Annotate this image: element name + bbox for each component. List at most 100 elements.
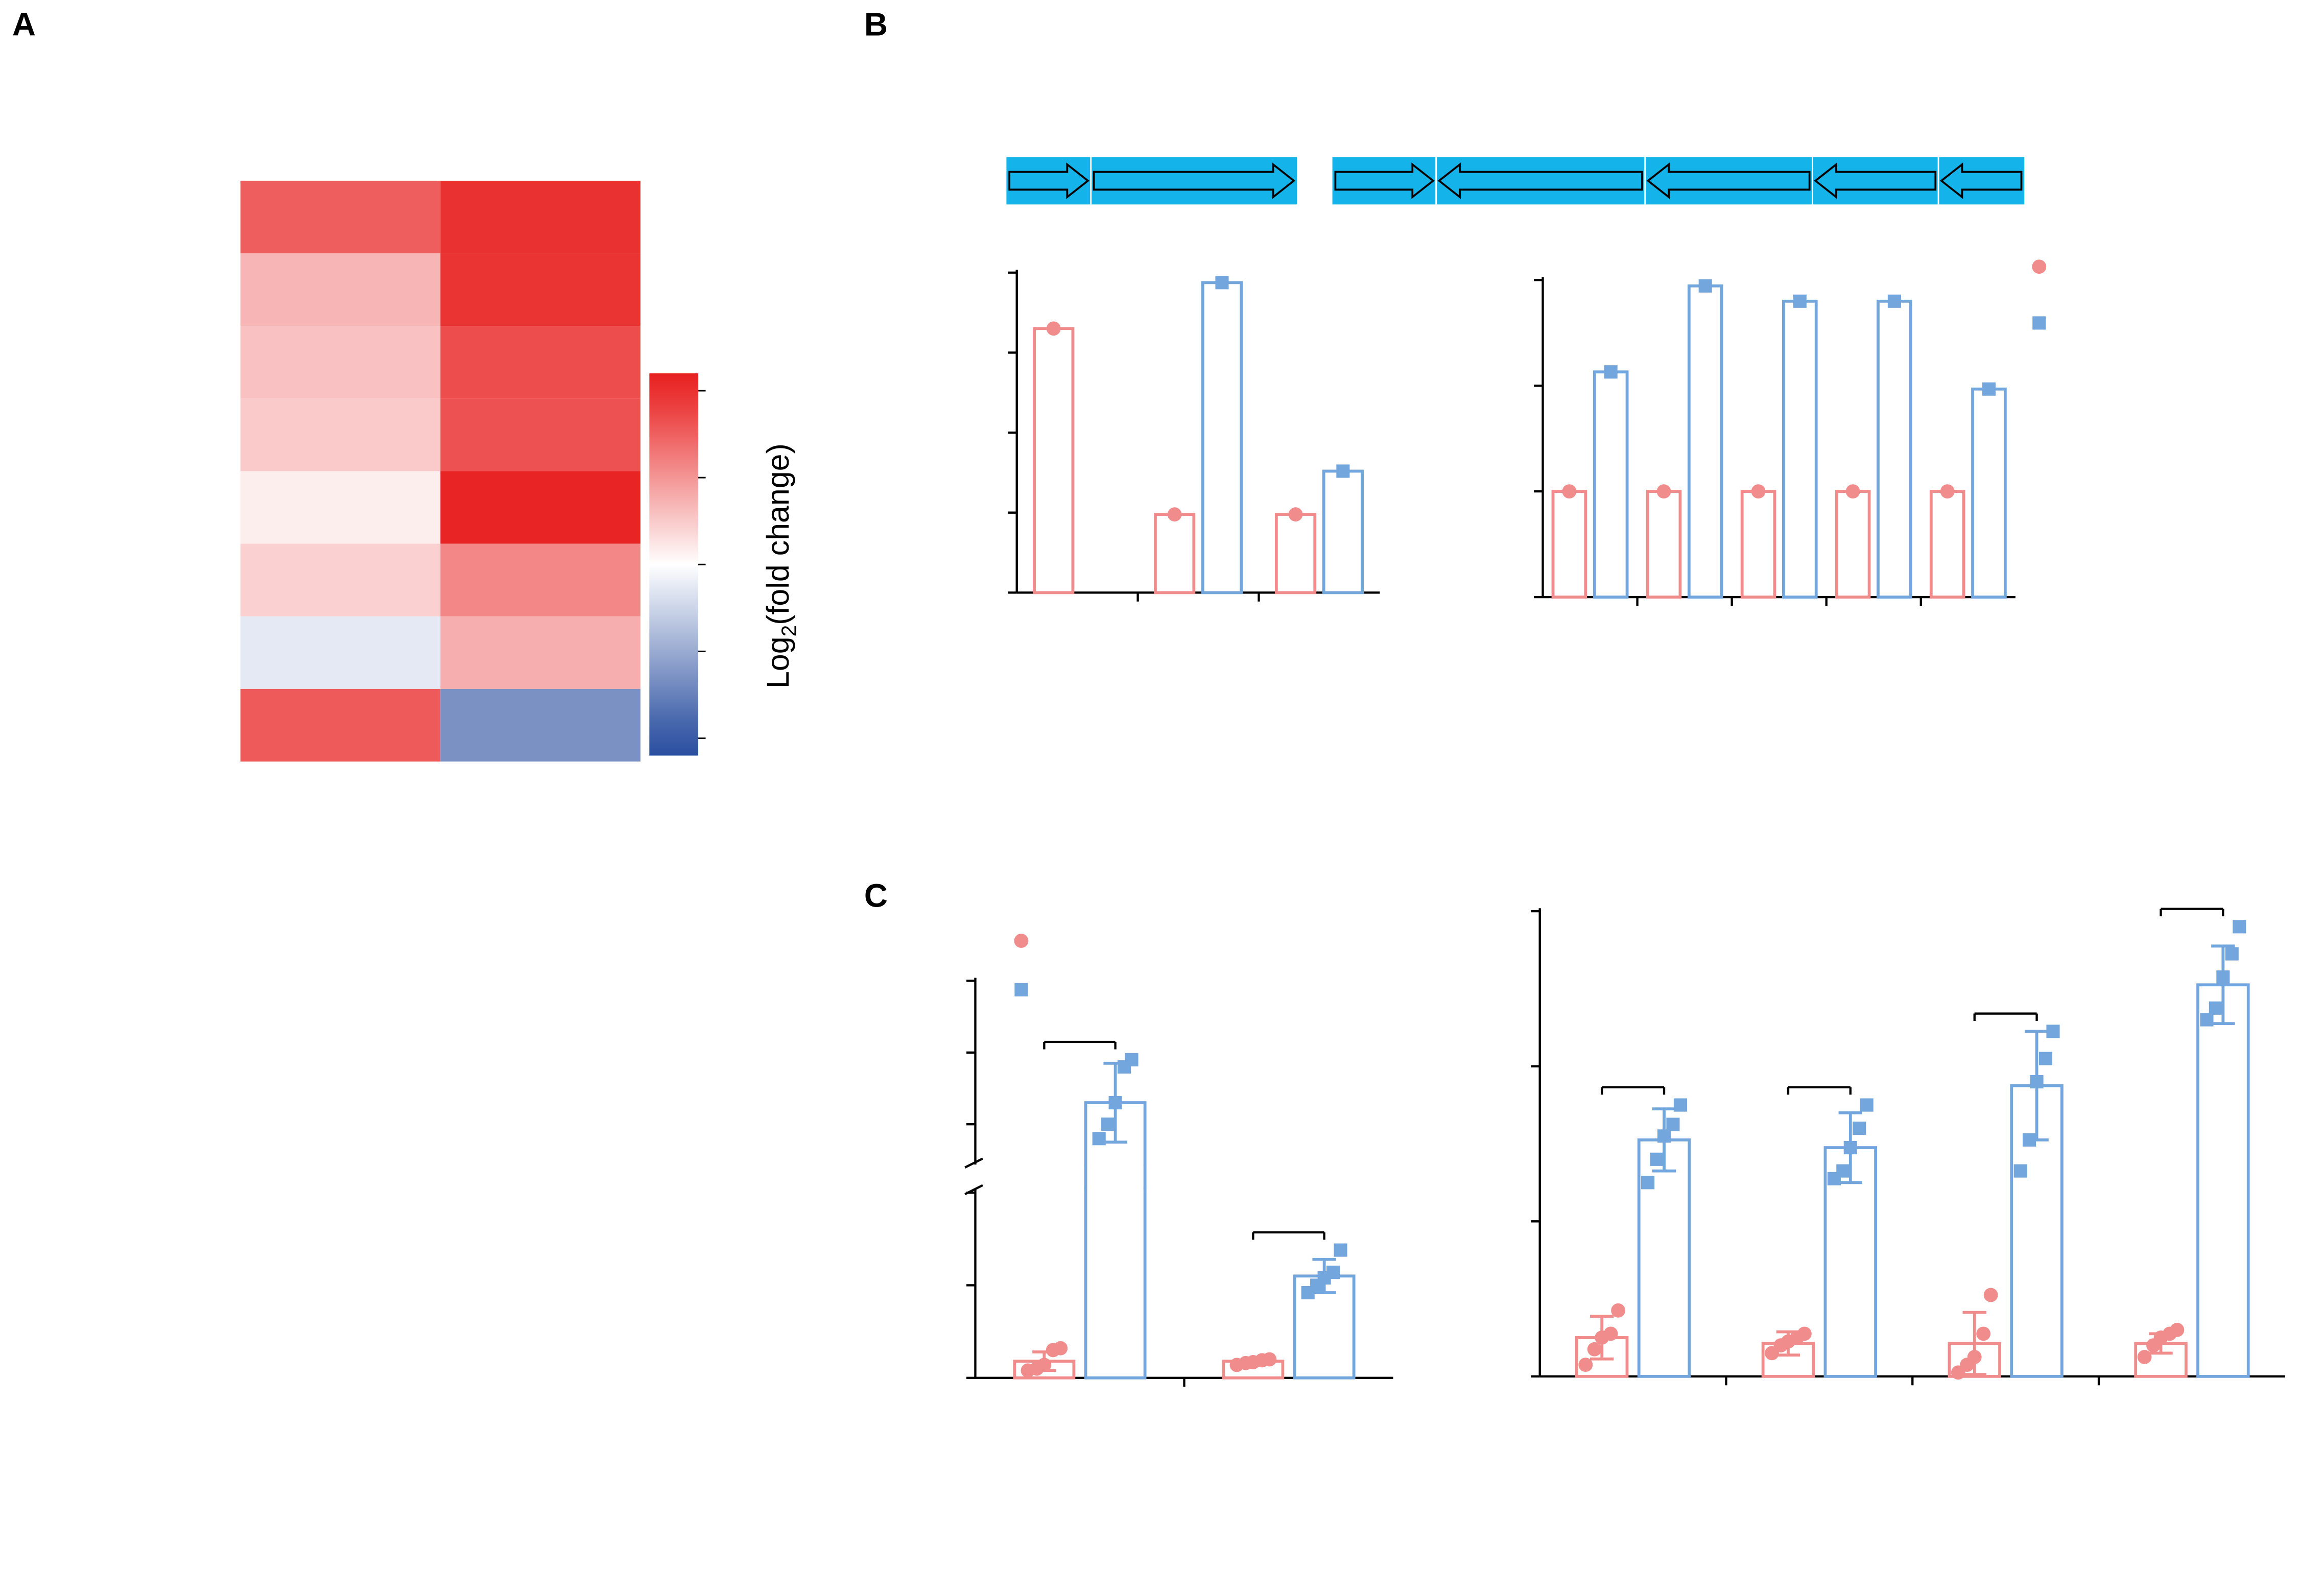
replicate-wt-msmeg-0873: [1587, 1342, 1602, 1357]
replicate-wt-msmeg-1135: [1053, 1341, 1068, 1356]
gene-arrow-msmeg-0873: [1939, 162, 2023, 199]
replicate-msmeg-5174-msmeg-0872: [1860, 1098, 1874, 1112]
replicate-msmeg-5174-msmeg-1135: [1108, 1096, 1122, 1110]
panel-c-label: C: [864, 877, 888, 914]
replicate-msmeg-5174-msmeg-0870: [2200, 1013, 2214, 1027]
heatmap-cell-msmeg-0872-0: [240, 253, 441, 326]
point-wt-msmeg-0872: [1656, 484, 1671, 499]
bar-wt-msmeg-0869: [1929, 490, 1965, 599]
bar-msmeg-5174-msmeg-0869: [1971, 387, 2007, 599]
point-msmeg-5174-msmeg-1136: [1336, 464, 1350, 478]
bar-msmeg-5174-msmeg-0873: [1637, 1138, 1691, 1378]
replicate-msmeg-5174-msmeg-0870: [2209, 1001, 2222, 1015]
colorbar-label-prefix: Log: [761, 636, 795, 688]
bar-msmeg-5174-msmeg-0872: [1687, 284, 1723, 599]
gene-arrow-msmeg-1135: [1008, 162, 1090, 199]
point-msmeg-5174-msmeg-0870: [1887, 294, 1901, 308]
replicate-msmeg-5174-msmeg-0872: [1836, 1164, 1850, 1178]
colorbar-label-suffix: (fold change): [761, 443, 795, 625]
axis-break-mark: [964, 1157, 983, 1169]
heatmap-cell-msmeg-1135-0: [240, 471, 441, 544]
gene-arrow-msmeg-0870: [1437, 162, 1643, 199]
heatmap-cell-msmeg-0873-0: [240, 616, 441, 689]
point-msmeg-5174-msmeg-0872: [1698, 279, 1712, 293]
replicate-wt-msmeg-0872: [1797, 1326, 1812, 1341]
replicate-msmeg-5174-msmeg-0871: [2023, 1133, 2036, 1147]
gene-cluster-1: [1006, 157, 1297, 205]
replicate-msmeg-5174-msmeg-0869: [1326, 1266, 1340, 1279]
replicate-wt-msmeg-0871: [1983, 1288, 1998, 1302]
replicate-wt-msmeg-0871: [1976, 1326, 1991, 1341]
replicate-wt-msmeg-0871: [1967, 1350, 1982, 1364]
replicate-msmeg-5174-msmeg-1135: [1092, 1132, 1106, 1146]
bar-msmeg-5174-msmeg-0870: [1877, 299, 1912, 599]
legend-ko-marker: [1014, 983, 1028, 996]
replicate-msmeg-5174-msmeg-0870: [2216, 970, 2230, 984]
fold-change-chart-1: [1008, 269, 1380, 602]
replicate-msmeg-5174-msmeg-0873: [1657, 1129, 1671, 1143]
legend-wt-marker: [1014, 934, 1029, 948]
bar-msmeg-5174-msmeg-0870: [2196, 983, 2250, 1378]
heatmap-cell-msmeg-0870-1: [440, 326, 641, 399]
point-msmeg-5174-msmeg-0873: [1604, 365, 1618, 379]
fold-change-chart-2: [1534, 259, 2047, 606]
colorbar-label: Log2(fold change): [761, 443, 801, 688]
heatmap-panel: Log2(fold change): [240, 180, 801, 762]
bar-msmeg-5174-msmeg-0871: [1782, 299, 1818, 599]
replicate-msmeg-5174-msmeg-0873: [1666, 1118, 1680, 1131]
point-wt-msmeg-0869: [1940, 484, 1955, 499]
replicate-msmeg-5174-msmeg-0871: [2013, 1164, 2027, 1178]
replicate-msmeg-5174-msmeg-1135: [1101, 1118, 1115, 1131]
heatmap-cell-msmeg-5174-1: [440, 688, 641, 762]
heatmap-cell-msmeg-0869-0: [240, 543, 441, 616]
bar-wt-msmeg-1136: [1274, 513, 1317, 595]
replicate-wt-msmeg-0870: [2170, 1322, 2185, 1337]
replicate-msmeg-5174-msmeg-0871: [2038, 1052, 2053, 1065]
heatmap-cell-msmeg-0869-1: [440, 543, 641, 616]
replicate-wt-msmeg-0869: [1262, 1352, 1277, 1367]
replicate-msmeg-5174-msmeg-0869: [1334, 1243, 1347, 1257]
colorbar-label-sub: 2: [777, 625, 800, 637]
bar-wt-msmeg-0870: [1835, 490, 1871, 599]
gene-cluster-2: [1332, 157, 2025, 205]
gene-arrow-msmeg-0872: [1814, 162, 1937, 199]
replicate-wt-msmeg-0873: [1578, 1358, 1593, 1372]
replicate-msmeg-5174-msmeg-0870: [2233, 920, 2246, 934]
heatmap-cell-msmeg-1136-0: [240, 180, 441, 254]
expression-chart-1: [964, 934, 1393, 1387]
gene-arrow-msmeg-0869: [1334, 162, 1435, 199]
bar-break-gap: [1064, 1166, 1153, 1187]
heatmap-cell-msmeg-1135-1: [440, 471, 641, 544]
point-wt-msmeg-1135: [1167, 507, 1182, 522]
bar-wt-msmeg-0872: [1646, 490, 1682, 599]
replicate-msmeg-5174-msmeg-0872: [1853, 1122, 1866, 1135]
point-msmeg-5174-msmeg-1135: [1215, 276, 1229, 290]
bar-msmeg-5174-msmeg-1136: [1322, 469, 1364, 595]
bar-msmeg-5174-msmeg-0873: [1593, 370, 1629, 599]
heatmap-cell-msmeg-0870-0: [240, 326, 441, 399]
bar-wt-msmeg-5174: [1033, 327, 1075, 595]
heatmap-cell-msmeg-0871-0: [240, 398, 441, 471]
replicate-msmeg-5174-msmeg-0872: [1843, 1140, 1857, 1155]
panel-b-label: B: [864, 6, 888, 43]
replicate-msmeg-5174-msmeg-0873: [1673, 1098, 1687, 1112]
point-wt-msmeg-0870: [1845, 484, 1860, 499]
replicate-wt-msmeg-0873: [1603, 1326, 1618, 1341]
heatmap-cell-msmeg-0873-1: [440, 616, 641, 689]
replicate-wt-msmeg-0870: [2137, 1350, 2152, 1364]
point-wt-msmeg-0871: [1751, 484, 1766, 499]
panel-a-label: A: [12, 6, 36, 43]
point-wt-msmeg-5174: [1046, 321, 1061, 336]
expression-chart-2: [1531, 908, 2285, 1386]
replicate-wt-msmeg-0873: [1611, 1303, 1626, 1318]
gene-arrow-msmeg-1136: [1093, 162, 1296, 199]
bar-wt-msmeg-1135: [1154, 513, 1196, 595]
replicate-msmeg-5174-msmeg-0873: [1641, 1176, 1655, 1190]
heatmap-cell-msmeg-0871-1: [440, 398, 641, 471]
gene-arrow-msmeg-0871: [1646, 162, 1811, 199]
heatmap-cell-msmeg-5174-0: [240, 688, 441, 762]
gene-map: [1006, 157, 2025, 205]
heatmap-cell-msmeg-1136-1: [440, 180, 641, 254]
point-msmeg-5174-msmeg-0869: [1982, 382, 1996, 396]
